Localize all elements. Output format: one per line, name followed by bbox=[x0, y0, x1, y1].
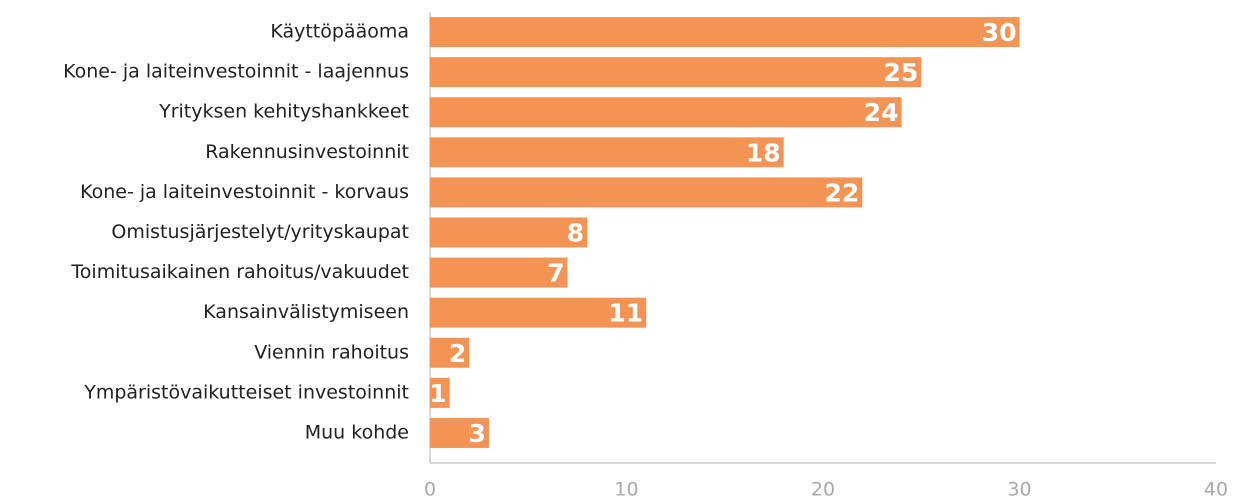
y-tick-label: Kone- ja laiteinvestoinnit - laajennus bbox=[63, 61, 409, 83]
y-tick-label: Rakennusinvestoinnit bbox=[205, 141, 409, 163]
value-label: 24 bbox=[864, 98, 899, 127]
y-tick-label: Kone- ja laiteinvestoinnit - korvaus bbox=[80, 181, 409, 203]
bar bbox=[430, 297, 647, 328]
x-tick-label: 40 bbox=[1204, 479, 1228, 501]
y-tick-label: Viennin rahoitus bbox=[254, 341, 409, 363]
value-label: 8 bbox=[567, 219, 584, 248]
value-label: 30 bbox=[982, 18, 1017, 47]
bar bbox=[430, 137, 784, 168]
value-label: 7 bbox=[547, 259, 564, 288]
y-tick-label: Muu kohde bbox=[305, 421, 409, 443]
x-tick-label: 0 bbox=[424, 479, 436, 501]
y-tick-label: Yrityksen kehityshankkeet bbox=[158, 101, 409, 123]
x-tick-label: 10 bbox=[614, 479, 638, 501]
bar bbox=[430, 417, 489, 448]
value-label: 3 bbox=[469, 419, 486, 448]
value-label: 11 bbox=[608, 299, 643, 328]
y-tick-label: Käyttöpääoma bbox=[270, 21, 409, 43]
x-tick-label: 30 bbox=[1007, 479, 1031, 501]
bar bbox=[430, 257, 568, 288]
value-label: 1 bbox=[429, 379, 446, 408]
y-tick-label: Toimitusaikainen rahoitus/vakuudet bbox=[70, 261, 409, 283]
bar bbox=[430, 17, 1020, 48]
bar bbox=[430, 57, 922, 88]
y-tick-label: Omistusjärjestelyt/yrityskaupat bbox=[111, 221, 409, 243]
value-label: 25 bbox=[883, 58, 918, 87]
value-label: 18 bbox=[746, 138, 781, 167]
y-tick-label: Ympäristövaikutteiset investoinnit bbox=[83, 381, 409, 403]
bar bbox=[430, 97, 902, 128]
bar bbox=[430, 377, 450, 408]
bar bbox=[430, 217, 588, 248]
value-label: 2 bbox=[449, 339, 466, 368]
value-label: 22 bbox=[825, 178, 860, 207]
bar bbox=[430, 177, 863, 208]
x-tick-label: 20 bbox=[811, 479, 835, 501]
bar bbox=[430, 337, 470, 368]
y-tick-label: Kansainvälistymiseen bbox=[203, 301, 409, 323]
